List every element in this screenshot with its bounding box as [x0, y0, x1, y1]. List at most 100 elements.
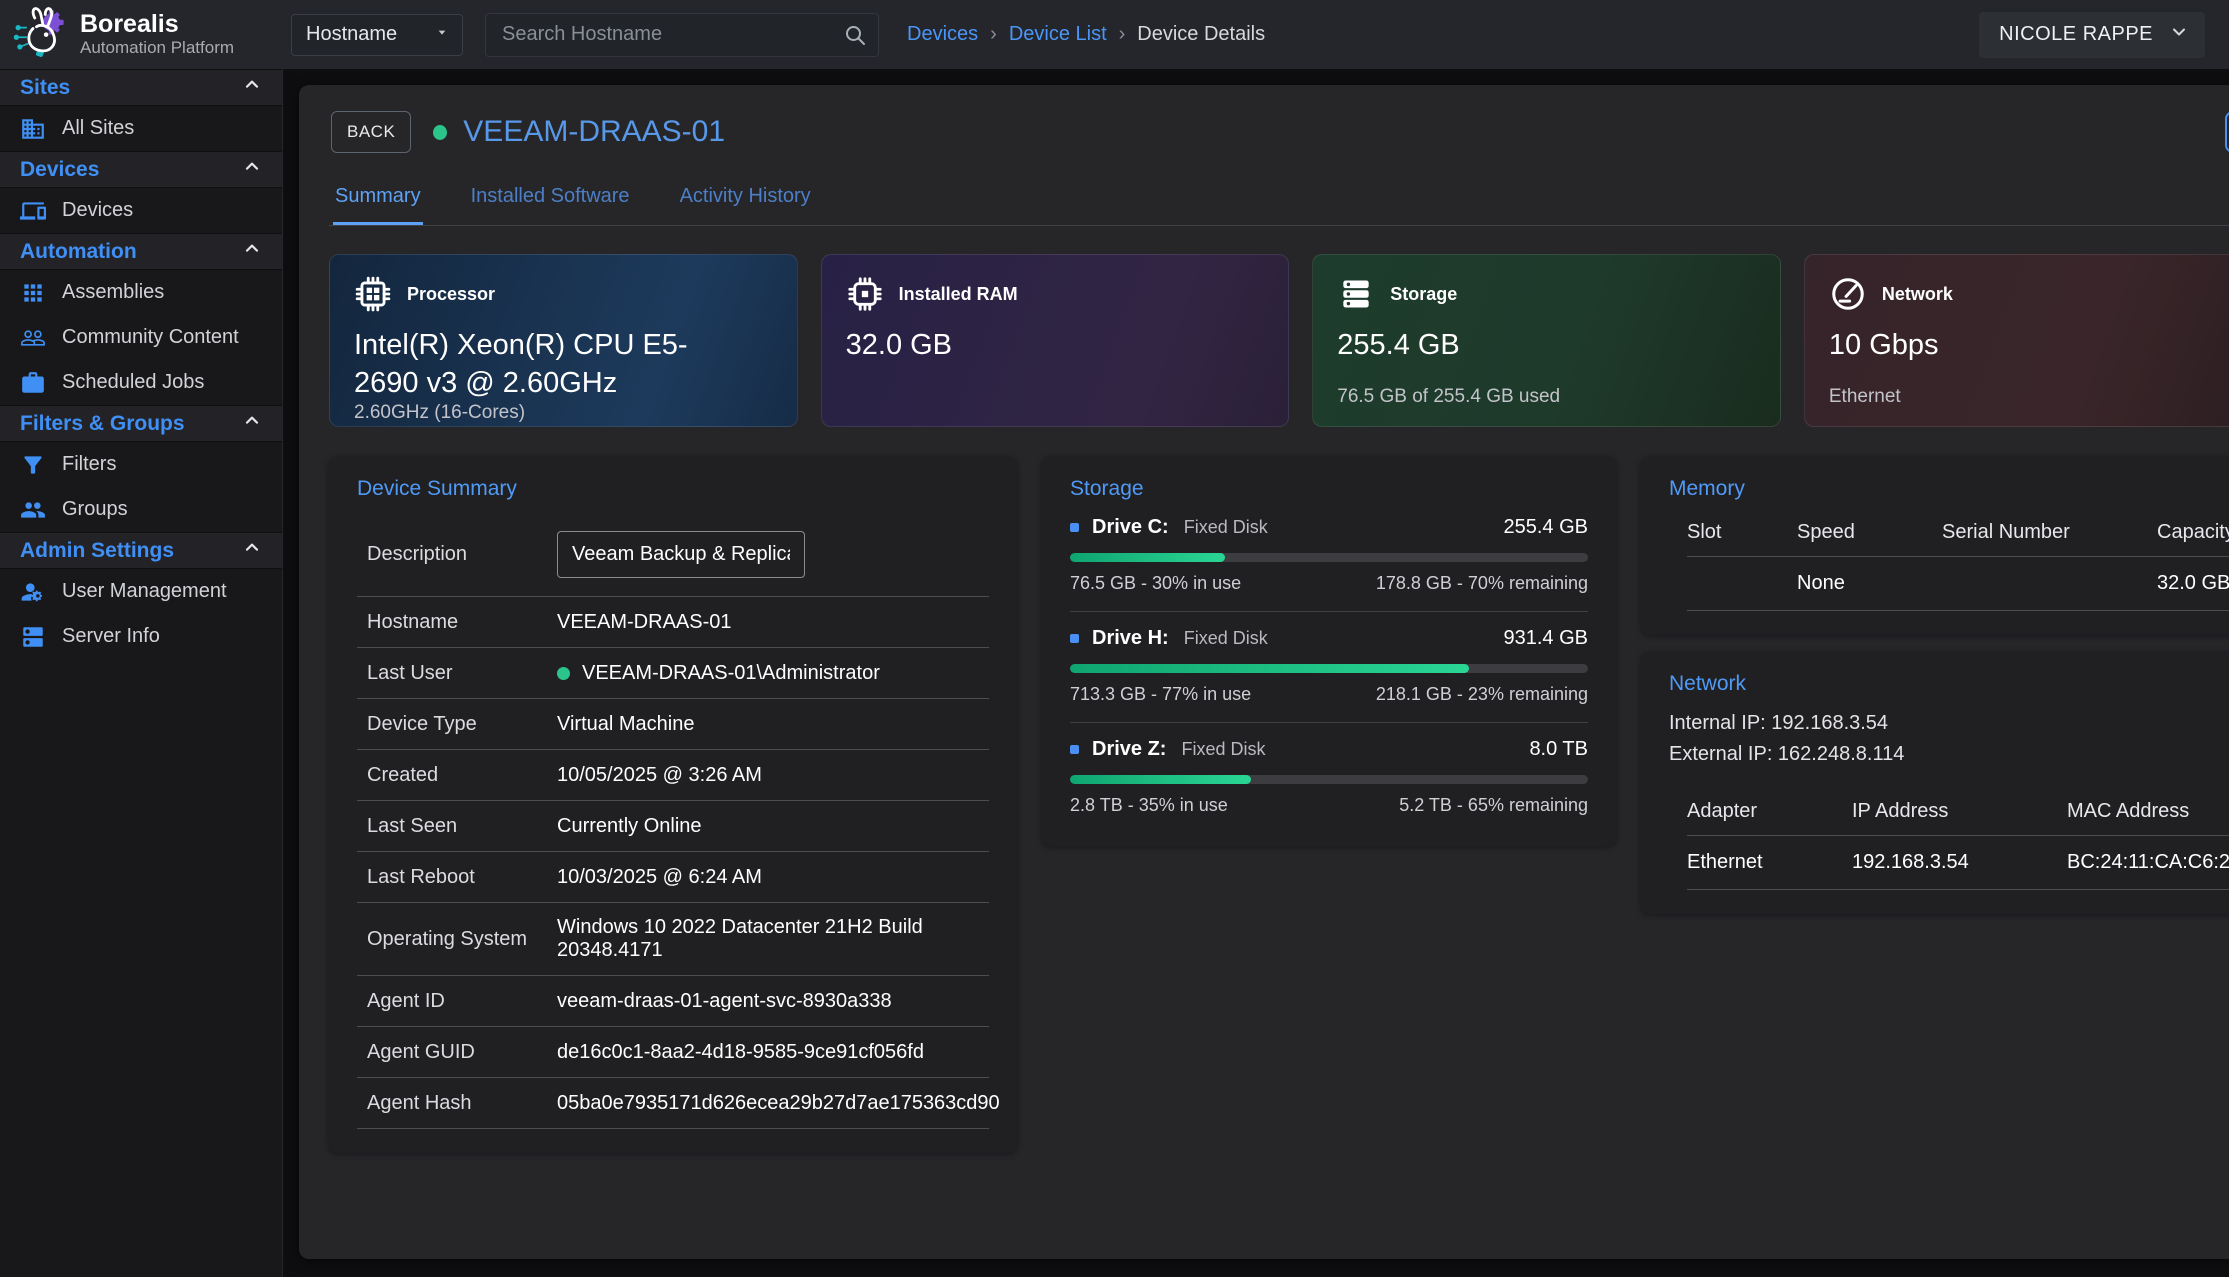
drive-size: 8.0 TB [1529, 738, 1588, 760]
drive-usage-bar [1070, 553, 1588, 562]
tab-summary[interactable]: Summary [333, 179, 423, 225]
row-label: Last Seen [367, 814, 458, 837]
grid-icon [20, 280, 46, 306]
search-icon[interactable] [843, 23, 867, 52]
table-row: Created 10/05/2025 @ 3:26 AM [357, 750, 989, 801]
chevron-down-icon [2169, 22, 2189, 48]
row-label: Hostname [367, 610, 459, 633]
sidebar-item-label: Groups [62, 498, 128, 520]
drive-row-z: Drive Z: Fixed Disk 8.0 TB 2.8 TB - 35% … [1070, 723, 1588, 822]
drive-used-text: 713.3 GB - 77% in use [1070, 684, 1252, 704]
sidebar-item-devices[interactable]: Devices [0, 188, 282, 233]
processor-value: Intel(R) Xeon(R) CPU E5-2690 v3 @ 2.60GH… [354, 329, 688, 399]
drive-name: Drive C: [1092, 516, 1169, 538]
device-title: VEEAM-DRAAS-01 [463, 115, 726, 148]
row-value: VEEAM-DRAAS-01 [557, 610, 732, 633]
card-label: Processor [407, 283, 496, 304]
sidebar-item-assemblies[interactable]: Assemblies [0, 270, 282, 315]
row-label: Last User [367, 661, 453, 684]
row-value: VEEAM-DRAAS-01\Administrator [557, 662, 880, 685]
table-cell: 192.168.3.54 [1852, 835, 2067, 890]
table-row: Description [357, 515, 989, 597]
sidebar-item-label: Assemblies [62, 281, 165, 303]
user-gear-icon [20, 579, 46, 605]
drive-free-text: 5.2 TB - 65% remaining [1399, 795, 1588, 815]
brand-logo-block[interactable]: Borealis Automation Platform [0, 4, 283, 65]
network-value: 10 Gbps [1828, 329, 1939, 361]
storage-panel: Storage Drive C: Fixed Disk 255.4 GB [1042, 457, 1616, 846]
sidebar-section-label: Automation [20, 239, 137, 263]
search-input[interactable] [485, 12, 879, 57]
table-row: Operating System Windows 10 2022 Datacen… [357, 903, 989, 976]
row-label: Agent ID [367, 989, 445, 1012]
drive-free-text: 218.1 GB - 23% remaining [1375, 684, 1588, 704]
description-input[interactable] [557, 531, 805, 578]
device-summary-title: Device Summary [357, 477, 517, 500]
sidebar-item-label: All Sites [62, 117, 135, 139]
sidebar-item-groups[interactable]: Groups [0, 487, 282, 532]
row-value: de16c0c1-8aa2-4d18-9585-9ce91cf056fd [557, 1040, 924, 1063]
column-header: Capacity [2157, 521, 2229, 543]
drive-type: Fixed Disk [1183, 628, 1268, 648]
tab-installed-software[interactable]: Installed Software [470, 185, 630, 207]
ram-value: 32.0 GB [845, 329, 953, 361]
brand-name: Borealis [80, 9, 179, 38]
card-label: Storage [1390, 283, 1458, 304]
breadcrumb-separator-icon: › [1118, 23, 1126, 45]
sidebar-item-all-sites[interactable]: All Sites [0, 106, 282, 151]
back-button[interactable]: BACK [331, 111, 412, 153]
row-value: Windows 10 2022 Datacenter 21H2 Build 20… [557, 916, 923, 961]
sidebar-section-devices[interactable]: Devices [0, 151, 282, 188]
briefcase-icon [20, 370, 46, 396]
sidebar-item-user-management[interactable]: User Management [0, 569, 282, 614]
table-row: Agent GUID de16c0c1-8aa2-4d18-9585-9ce91… [357, 1027, 989, 1078]
sidebar-section-admin-settings[interactable]: Admin Settings [0, 532, 282, 569]
drive-row-c: Drive C: Fixed Disk 255.4 GB 76.5 GB - 3… [1070, 501, 1588, 612]
sidebar-item-scheduled-jobs[interactable]: Scheduled Jobs [0, 360, 282, 405]
sidebar-item-label: Community Content [62, 326, 239, 348]
table-row: Last User VEEAM-DRAAS-01\Administrator [357, 648, 989, 699]
column-header: Speed [1797, 521, 1855, 543]
tab-activity-history[interactable]: Activity History [679, 185, 811, 207]
sidebar-section-automation[interactable]: Automation [0, 233, 282, 270]
sidebar-section-label: Sites [20, 75, 71, 99]
sidebar-item-community-content[interactable]: Community Content [0, 315, 282, 360]
breadcrumb-device-details: Device Details [1137, 23, 1266, 45]
filter-icon [20, 452, 46, 478]
drive-size: 255.4 GB [1503, 516, 1588, 538]
hostname-dropdown-value: Hostname [306, 23, 398, 45]
table-row: Agent Hash 05ba0e7935171d626ecea29b27d7a… [357, 1078, 1000, 1129]
memory-table: Slot Speed Serial Number Capacity None 3… [1669, 513, 2229, 611]
row-value: veeam-draas-01-agent-svc-8930a338 [557, 989, 892, 1012]
row-label: Created [367, 763, 439, 786]
table-row: Last Reboot 10/03/2025 @ 6:24 AM [357, 852, 989, 903]
memory-panel: Memory Slot Speed Serial Number Capacity… [1641, 457, 2229, 635]
sidebar-section-sites[interactable]: Sites [0, 69, 282, 106]
column-header: IP Address [1852, 800, 1949, 822]
sidebar-item-server-info[interactable]: Server Info [0, 614, 282, 659]
chevron-up-icon [242, 157, 262, 182]
row-value: 10/03/2025 @ 6:24 AM [557, 865, 762, 888]
column-header: MAC Address [2067, 800, 2190, 822]
sidebar-section-filters-groups[interactable]: Filters & Groups [0, 405, 282, 442]
breadcrumb-device-list[interactable]: Device List [1008, 23, 1107, 45]
ram-chip-icon [846, 275, 884, 313]
drive-bullet-icon [1070, 523, 1079, 532]
hostname-filter-dropdown[interactable]: Hostname [291, 13, 463, 56]
row-label: Last Reboot [367, 865, 475, 888]
sidebar: Sites All Sites Devices Devices Automati… [0, 69, 283, 1277]
breadcrumb-separator-icon: › [990, 23, 997, 45]
sidebar-item-label: Scheduled Jobs [62, 371, 205, 393]
more-actions-button[interactable] [2224, 111, 2229, 153]
borealis-rabbit-logo-icon [12, 4, 68, 65]
sidebar-item-filters[interactable]: Filters [0, 442, 282, 487]
chevron-up-icon [242, 538, 262, 563]
user-menu-button[interactable]: NICOLE RAPPE [1979, 11, 2205, 58]
ram-sub [846, 386, 1265, 408]
drive-name: Drive Z: [1092, 738, 1167, 760]
breadcrumb-devices[interactable]: Devices [907, 23, 979, 45]
table-cell: BC:24:11:CA:C6:2C [2067, 835, 2229, 890]
row-label: Agent GUID [367, 1040, 475, 1063]
row-label: Description [367, 543, 468, 565]
processor-card: Processor Intel(R) Xeon(R) CPU E5-2690 v… [329, 254, 798, 427]
